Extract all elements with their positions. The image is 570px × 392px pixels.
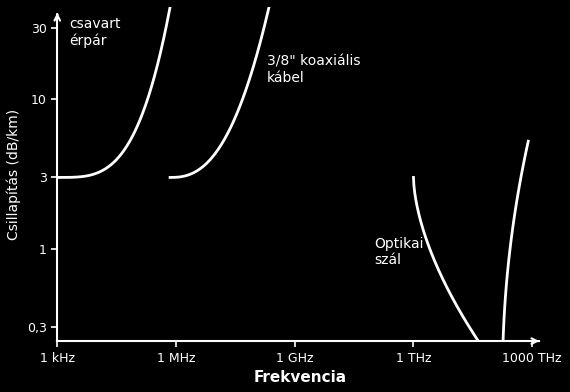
Text: 3/8" koaxiális
kábel: 3/8" koaxiális kábel bbox=[267, 54, 361, 85]
Text: Optikai
szál: Optikai szál bbox=[374, 237, 424, 267]
Y-axis label: Csillapítás (dB/km): Csillapítás (dB/km) bbox=[7, 109, 22, 240]
X-axis label: Frekvencia: Frekvencia bbox=[254, 370, 347, 385]
Text: csavart
érpár: csavart érpár bbox=[69, 17, 121, 48]
